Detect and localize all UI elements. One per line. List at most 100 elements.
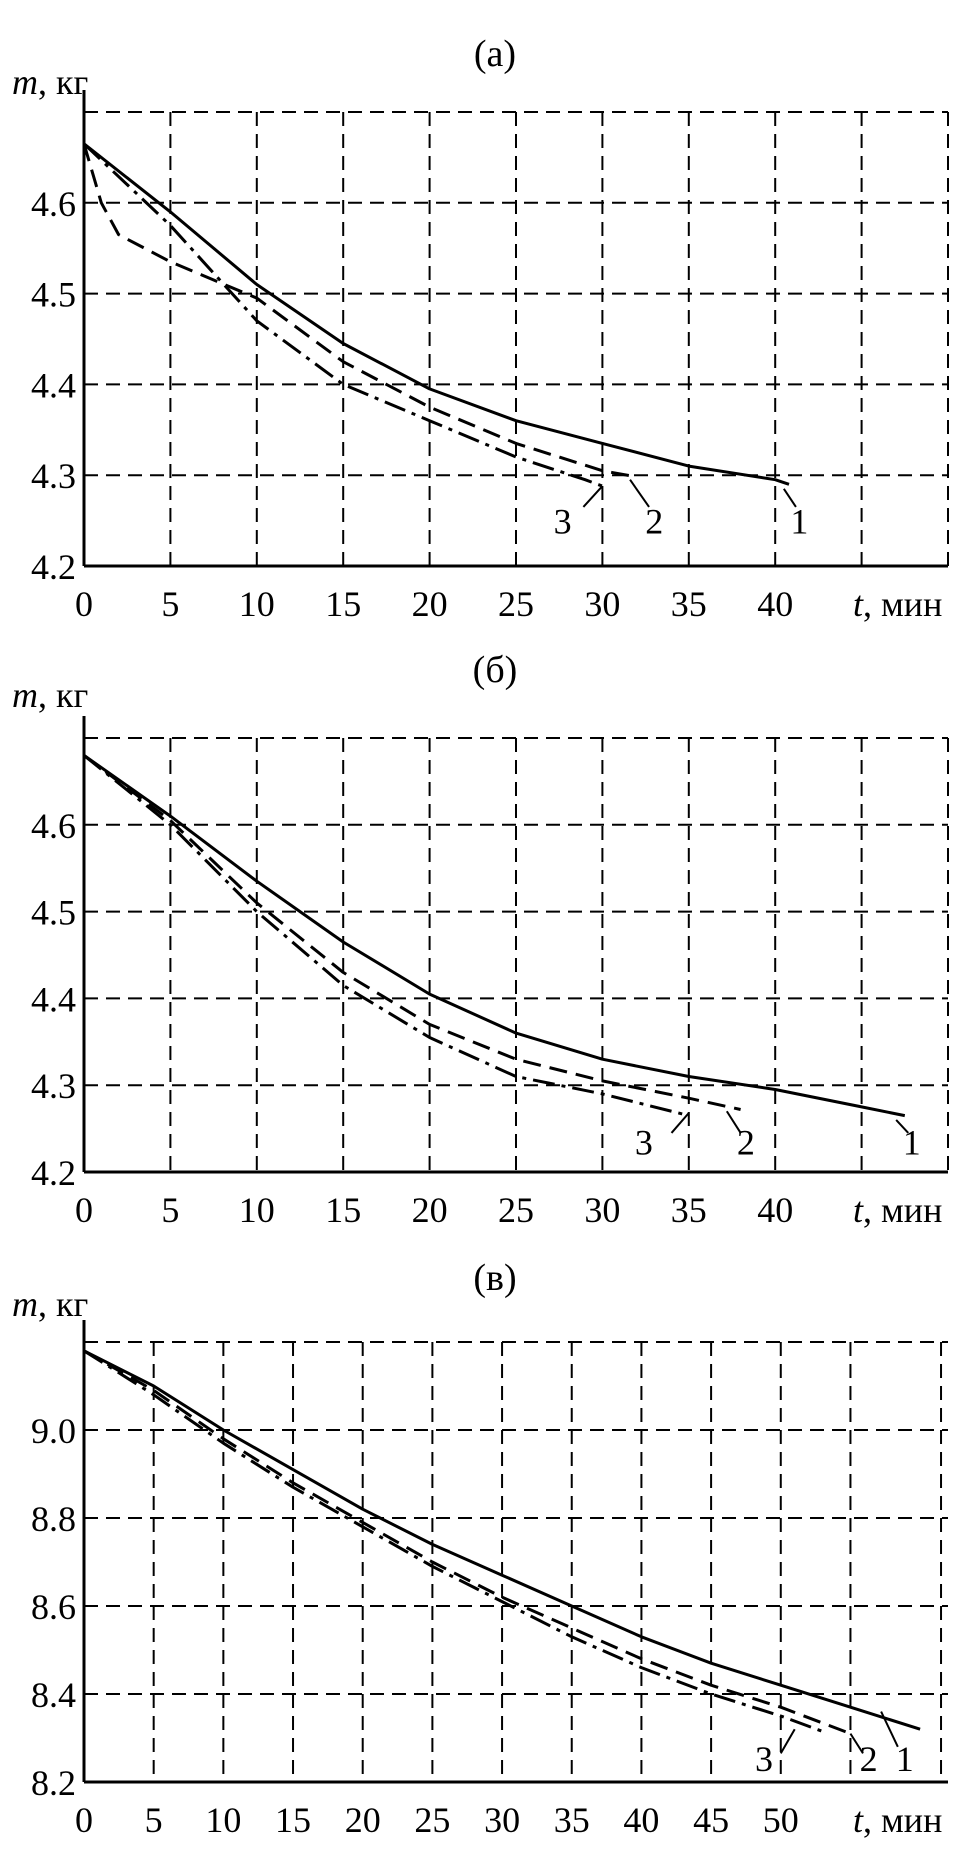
panel-a-series-3-line [82, 142, 603, 488]
panel-b-y-tick-label: 4.3 [31, 1066, 76, 1106]
panel-a-x-tick-label: 10 [239, 584, 275, 624]
panel-a-y-axis-label: m, кг [12, 62, 88, 102]
panel-b-series-2-leader [725, 1110, 742, 1134]
panel-c-x-axis-label: t, мин [853, 1800, 942, 1840]
panel-b-grid [84, 737, 949, 1172]
panel-a-x-var: t [853, 584, 864, 624]
panel-c-x-tick-label: 5 [145, 1800, 163, 1840]
panel-b-y-tick-label: 4.4 [31, 979, 76, 1019]
panel-a-x-ticks: 0 5 10 15 20 25 30 35 40 [75, 584, 793, 624]
panel-c-series-3-line [83, 1349, 824, 1733]
panel-a-x-tick-label: 25 [498, 584, 534, 624]
panel-a-series-1-leader [783, 488, 797, 508]
panel-c-grid [84, 1341, 948, 1782]
panel-c-series-1-label: 1 [896, 1739, 914, 1779]
panel-c-y-tick-label: 8.2 [31, 1763, 76, 1803]
panel-b-x-tick-label: 35 [671, 1190, 707, 1230]
panel-c-y-axis-label: m, кг [12, 1284, 88, 1324]
panel-c-x-tick-label: 35 [554, 1800, 590, 1840]
panel-a-y-var: m [12, 62, 38, 102]
panel-c-series-1-leader [880, 1711, 899, 1748]
panel-a-x-tick-label: 35 [671, 584, 707, 624]
panel-c-x-var: t [853, 1800, 864, 1840]
panel-a-series [82, 142, 790, 488]
panel-b-series-1-leader [895, 1119, 909, 1134]
panel-a-y-ticks: 4.2 4.3 4.4 4.5 4.6 [31, 184, 76, 587]
panel-c-x-tick-label: 20 [345, 1800, 381, 1840]
panel-b-x-tick-label: 5 [161, 1190, 179, 1230]
panel-b-x-var: t [853, 1190, 864, 1230]
panel-b-series-2-line [83, 754, 741, 1111]
panel-a-series-3-label: 3 [554, 502, 572, 542]
panel-c-series [83, 1349, 921, 1736]
panel-a-axes [82, 90, 948, 568]
panel-a-y-unit: , кг [38, 62, 88, 102]
panel-a: (а) m, кг 4.2 4.3 4.4 4.5 4.6 0 5 10 15 20 25 30 35… [12, 33, 949, 624]
panel-c-series-2-leader [849, 1733, 864, 1754]
panel-c-y-tick-label: 9.0 [31, 1411, 76, 1451]
panel-b-y-tick-label: 4.5 [31, 893, 76, 933]
panel-b: (б) m, кг 4.2 4.3 4.4 4.5 4.6 0 5 10 15 20 25 30 35… [12, 649, 949, 1230]
panel-a-x-unit: , мин [863, 584, 942, 624]
panel-b-x-tick-label: 0 [75, 1190, 93, 1230]
panel-c-y-ticks: 8.2 8.4 8.6 8.8 9.0 [31, 1411, 76, 1803]
panel-a-y-tick-label: 4.5 [31, 275, 76, 315]
panel-b-x-tick-label: 40 [757, 1190, 793, 1230]
panel-b-series-2-label: 2 [737, 1123, 755, 1163]
panel-a-series-2-line [82, 143, 638, 479]
panel-b-y-tick-label: 4.6 [31, 806, 76, 846]
panel-c-series-3-label: 3 [755, 1739, 773, 1779]
panel-c-series-labels: 12 3 [755, 1739, 914, 1779]
panel-c-series-1-line [83, 1349, 921, 1731]
panel-b-x-ticks: 0 5 10 15 20 25 30 35 40 [75, 1190, 793, 1230]
panel-b-axes [82, 716, 948, 1174]
panel-c-x-tick-label: 30 [484, 1800, 520, 1840]
panel-b-x-unit: , мин [863, 1190, 942, 1230]
panel-a-series-2-label: 2 [645, 502, 663, 542]
panel-a-y-tick-label: 4.2 [31, 547, 76, 587]
panel-a-title: (а) [474, 33, 516, 75]
panel-c-series-2-line [83, 1349, 852, 1736]
panel-c-x-tick-label: 0 [75, 1800, 93, 1840]
panel-c-x-tick-label: 45 [693, 1800, 729, 1840]
panel-a-y-tick-label: 4.6 [31, 184, 76, 224]
panel-c-series-2-label: 2 [860, 1739, 878, 1779]
panel-c-x-tick-label: 40 [623, 1800, 659, 1840]
panel-b-series-3-line [83, 754, 690, 1118]
panel-b-series-labels: 1 2 3 [635, 1123, 921, 1163]
panel-c-x-ticks: 0 5 10 15 20 25 30 35 40 45 50 [75, 1800, 799, 1840]
panel-c-x-unit: , мин [863, 1800, 942, 1840]
panel-b-y-unit: , кг [38, 675, 88, 715]
panel-b-x-tick-label: 15 [325, 1190, 361, 1230]
panel-c-y-tick-label: 8.6 [31, 1587, 76, 1627]
panel-b-x-axis-label: t, мин [853, 1190, 942, 1230]
panel-a-x-tick-label: 40 [757, 584, 793, 624]
panel-c-series-3-leader [779, 1728, 796, 1754]
panel-a-x-tick-label: 20 [412, 584, 448, 624]
panel-c-y-tick-label: 8.8 [31, 1499, 76, 1539]
panel-a-x-tick-label: 0 [75, 584, 93, 624]
panel-c-x-tick-label: 25 [414, 1800, 450, 1840]
panel-b-x-tick-label: 20 [412, 1190, 448, 1230]
panel-c-axes [82, 1320, 948, 1784]
panel-c-x-tick-label: 50 [763, 1800, 799, 1840]
panel-a-x-tick-label: 5 [161, 584, 179, 624]
panel-c-y-var: m [12, 1284, 38, 1324]
panel-b-y-axis-label: m, кг [12, 675, 88, 715]
panel-b-leaders [670, 1110, 909, 1134]
panel-a-x-axis-label: t, мин [853, 584, 942, 624]
panel-b-y-ticks: 4.2 4.3 4.4 4.5 4.6 [31, 806, 76, 1193]
panel-b-y-var: m [12, 675, 38, 715]
panel-b-series-1-line [83, 754, 906, 1118]
panel-a-series-3-leader [582, 485, 604, 508]
panel-c-leaders [779, 1711, 899, 1754]
panel-a-series-labels: 1 2 3 [554, 502, 809, 542]
panel-c: (в) m, кг 8.28.48.68.89.0 0 5 10 15 20 25 30 35… [12, 1257, 948, 1840]
panel-b-series-1-label: 1 [903, 1123, 921, 1163]
panel-c-y-tick-label: 8.4 [31, 1675, 76, 1715]
panel-b-x-tick-label: 10 [239, 1190, 275, 1230]
panel-a-x-tick-label: 15 [325, 584, 361, 624]
panel-a-y-tick-label: 4.3 [31, 456, 76, 496]
panel-b-series-3-label: 3 [635, 1123, 653, 1163]
